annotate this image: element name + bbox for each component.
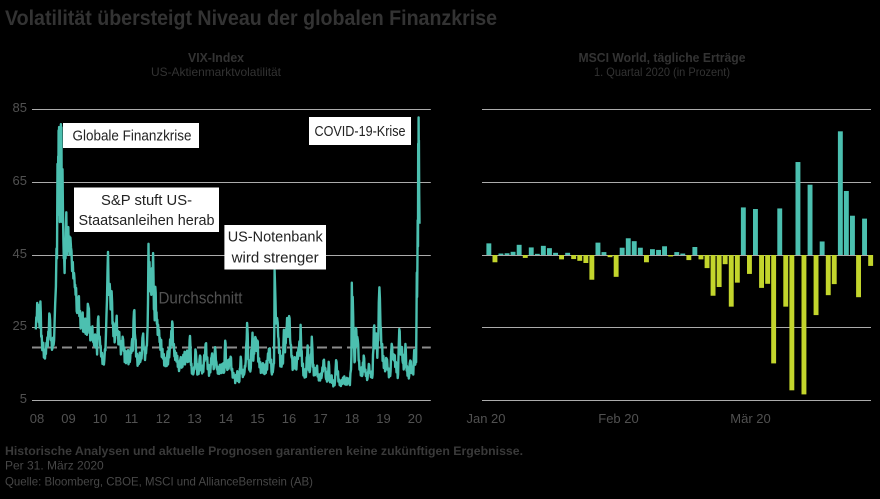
svg-text:Volatilität übersteigt Niveau: Volatilität übersteigt Niveau der global…	[5, 7, 497, 30]
svg-text:Staatsanleihen herab: Staatsanleihen herab	[79, 212, 215, 229]
svg-text:17: 17	[313, 411, 327, 426]
svg-text:14: 14	[219, 411, 233, 426]
svg-text:1. Quartal 2020 (in Prozent): 1. Quartal 2020 (in Prozent)	[594, 65, 730, 79]
svg-text:45: 45	[13, 246, 27, 261]
svg-text:Jan 20: Jan 20	[466, 411, 505, 426]
svg-text:10: 10	[93, 411, 107, 426]
svg-text:US-Aktienmarktvolatilität: US-Aktienmarktvolatilität	[151, 65, 282, 79]
svg-text:18: 18	[345, 411, 359, 426]
svg-text:5: 5	[20, 391, 27, 406]
svg-text:Per 31. März 2020: Per 31. März 2020	[5, 459, 104, 473]
svg-text:15: 15	[250, 411, 264, 426]
svg-text:19: 19	[376, 411, 390, 426]
svg-text:13: 13	[187, 411, 201, 426]
svg-text:25: 25	[13, 318, 27, 333]
svg-text:Globale Finanzkrise: Globale Finanzkrise	[73, 128, 192, 145]
svg-text:12: 12	[156, 411, 170, 426]
svg-text:65: 65	[13, 173, 27, 188]
svg-text:Mär 20: Mär 20	[730, 411, 770, 426]
svg-text:85: 85	[13, 100, 27, 115]
svg-text:COVID-19-Krise: COVID-19-Krise	[315, 123, 406, 140]
svg-text:20: 20	[408, 411, 422, 426]
svg-text:11: 11	[125, 411, 139, 426]
svg-text:wird strenger: wird strenger	[231, 250, 319, 267]
svg-text:08: 08	[30, 411, 44, 426]
svg-text:16: 16	[282, 411, 296, 426]
svg-text:09: 09	[61, 411, 75, 426]
svg-text:MSCI World, tägliche Erträge: MSCI World, tägliche Erträge	[579, 50, 746, 65]
svg-text:Feb 20: Feb 20	[598, 411, 638, 426]
svg-text:Durchschnitt: Durchschnitt	[159, 290, 243, 308]
svg-text:Quelle: Bloomberg, CBOE, MSCI: Quelle: Bloomberg, CBOE, MSCI und Allian…	[5, 475, 313, 489]
svg-text:VIX-Index: VIX-Index	[188, 50, 245, 65]
svg-text:S&P stuft US-: S&P stuft US-	[101, 192, 192, 209]
svg-text:Historische Analysen und aktue: Historische Analysen und aktuelle Progno…	[5, 444, 523, 458]
svg-text:US-Notenbank: US-Notenbank	[228, 229, 323, 246]
